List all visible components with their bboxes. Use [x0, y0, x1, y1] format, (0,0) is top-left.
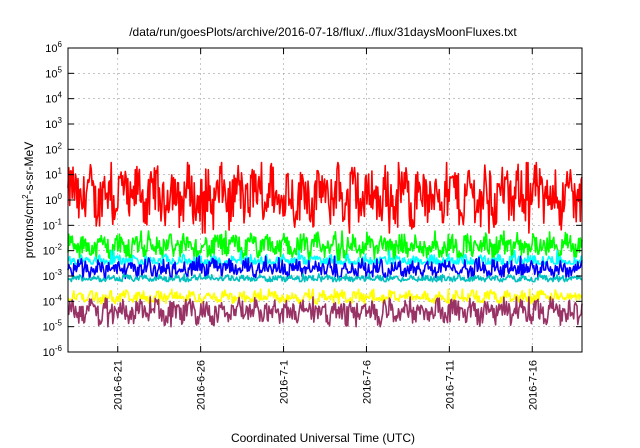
y-tick-label: 103	[45, 116, 62, 131]
series-line-0	[67, 161, 583, 234]
y-tick-label: 10-6	[43, 344, 63, 359]
series-line-5	[67, 288, 583, 305]
y-tick-label: 101	[45, 167, 62, 182]
y-tick-label: 104	[45, 91, 62, 106]
series-line-6	[68, 296, 583, 328]
chart-title: /data/run/goesPlots/archive/2016-07-18/f…	[129, 25, 517, 39]
y-tick-label: 10-3	[43, 268, 63, 283]
x-tick-label: 2016-7-6	[361, 360, 373, 404]
y-tick-label: 10-5	[43, 319, 63, 334]
y-axis-label: protons/cm2-s-sr-MeV	[21, 142, 36, 258]
x-axis-label: Coordinated Universal Time (UTC)	[231, 431, 415, 445]
y-tick-label: 105	[45, 65, 62, 80]
y-tick-label: 102	[45, 141, 62, 156]
x-tick-label: 2016-7-16	[527, 360, 539, 410]
x-tick-label: 2016-6-26	[196, 360, 208, 410]
series-lines	[67, 161, 583, 328]
y-tick-label: 10-4	[43, 293, 63, 308]
x-tick-label: 2016-7-1	[279, 360, 291, 404]
y-tick-label: 106	[45, 40, 62, 55]
x-axis-ticks: 2016-6-21 2016-6-26 2016-7-1 2016-7-6 2016-7…	[113, 48, 539, 410]
y-tick-label: 10-1	[43, 217, 63, 232]
series-line-4	[67, 273, 583, 283]
series-line-1	[67, 230, 583, 262]
series-line-3	[67, 255, 583, 280]
x-tick-label: 2016-6-21	[113, 360, 125, 410]
y-axis-ticks: 10-6 10-5 10-4 10-3 10-2 10-1 100 101 102 103 104 1…	[43, 40, 582, 359]
x-tick-label: 2016-7-11	[444, 360, 456, 409]
y-tick-label: 10-2	[43, 243, 63, 258]
y-tick-label: 100	[45, 192, 62, 207]
